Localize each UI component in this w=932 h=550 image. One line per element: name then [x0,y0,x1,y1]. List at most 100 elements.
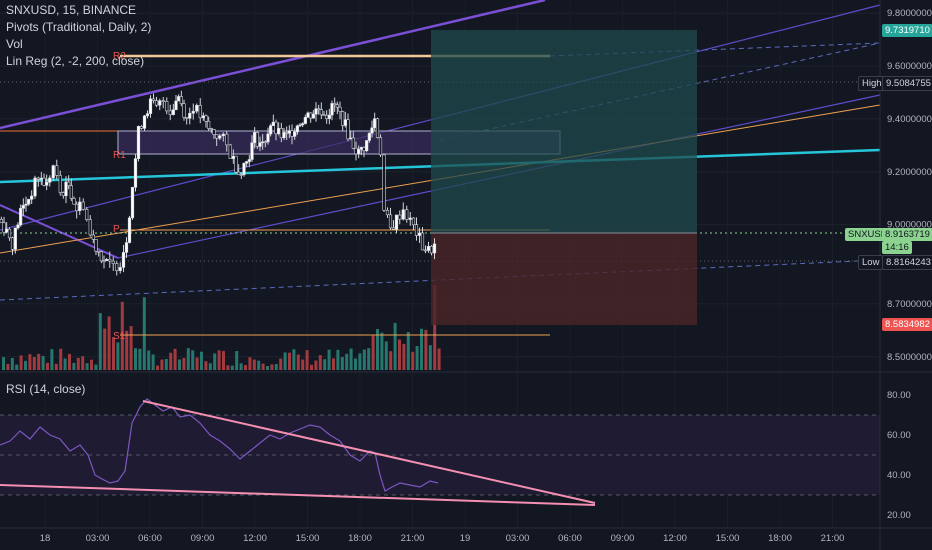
candle-body [185,116,189,119]
legend-pivots: Pivots (Traditional, Daily, 2) [6,20,152,34]
volume-bars [2,285,441,370]
candle-body [45,181,49,186]
candle-body [209,128,213,130]
volume-bar [415,346,419,370]
volume-bar [178,359,181,370]
candle-body [245,161,249,164]
candle-body [88,219,92,236]
candle-body [218,135,222,139]
candle-body [359,147,363,150]
volume-bar [279,358,283,370]
time-tick-label: 09:00 [191,533,215,544]
candle-body [124,242,129,253]
price-tick-label: 8.5000000 [887,352,932,363]
candle-body [215,134,219,139]
volume-bar [310,364,313,370]
volume-bar [323,359,327,370]
legend-linreg: Lin Reg (2, -2, 200, close) [6,54,145,68]
candle-body [367,132,371,141]
volume-bar [362,349,366,370]
volume-bar [380,332,384,370]
target-price-tag: 9.7319710 [882,24,932,37]
candle-body [171,109,175,115]
rsi-line [0,398,596,506]
candle-body [75,203,79,212]
candle-body [69,185,73,199]
candle-body [234,155,238,173]
candle-body [239,174,243,176]
volume-bar [63,358,67,370]
candle-body [105,259,109,262]
volume-bar [433,285,437,370]
candle-body [250,142,254,160]
candle-body [161,100,165,102]
candle-body [271,121,275,126]
price-tick-label: 9.2000000 [887,167,932,178]
time-tick-label: 12:00 [243,533,267,544]
volume-bar [28,354,32,370]
time-tick-label: 06:00 [558,533,582,544]
volume-bar [182,358,186,370]
volume-bar [112,337,115,370]
low-price-tag: 8.8164243 [882,255,932,270]
candle-body [370,127,374,134]
time-tick-label: 15:00 [716,533,740,544]
volume-bar [32,357,36,370]
candle-body [121,252,126,268]
candle-body [151,98,156,101]
volume-bar [160,359,164,370]
volume-bar [376,329,379,370]
candle-body [432,243,437,254]
volume-bar [389,351,393,370]
volume-bar [226,365,230,370]
candle-body [225,133,229,146]
volume-bar [384,341,388,370]
price-tick-label: 8.7000000 [887,299,932,310]
volume-bar [420,328,423,370]
candle-body [85,209,89,220]
candle-body [130,187,135,219]
candle-body [351,137,355,149]
volume-bar [411,351,415,370]
rsi-tick-label: 20.00 [887,510,911,521]
candle-body [408,217,412,220]
candle-body [303,117,307,124]
time-tick-label: 19 [460,533,471,544]
candle-body [55,165,59,176]
volume-bar [371,335,375,370]
rsi-tick-label: 40.00 [887,470,911,481]
candle-body [287,130,291,134]
volume-bar [217,350,221,370]
candle-body [417,232,422,236]
candle-body [293,131,297,137]
candle-body [333,103,337,106]
volume-bar [332,358,335,370]
candle-body [322,114,326,117]
candle-body [67,181,71,186]
candle-body [388,214,393,229]
volume-bar [50,349,54,370]
volume-bar [274,364,278,370]
volume-bar [151,354,155,370]
volume-bar [138,348,142,370]
volume-bar [19,355,23,370]
volume-bar [318,355,322,370]
time-tick-label: 03:00 [506,533,530,544]
volume-bar [406,332,410,370]
volume-bar [94,364,98,370]
volume-bar [393,322,397,370]
regression-upper-line [0,0,546,130]
candle-body [426,245,431,251]
low-label-tag: Low [858,255,884,270]
volume-bar [72,362,76,370]
candle-body [309,112,313,119]
candle-body [365,140,369,152]
candle-body [325,114,329,119]
candle-body [295,125,299,133]
candle-body [382,154,386,211]
volume-bar [428,345,432,370]
volume-bar [314,360,318,370]
volume-bar [345,353,349,370]
candle-body [274,121,278,134]
